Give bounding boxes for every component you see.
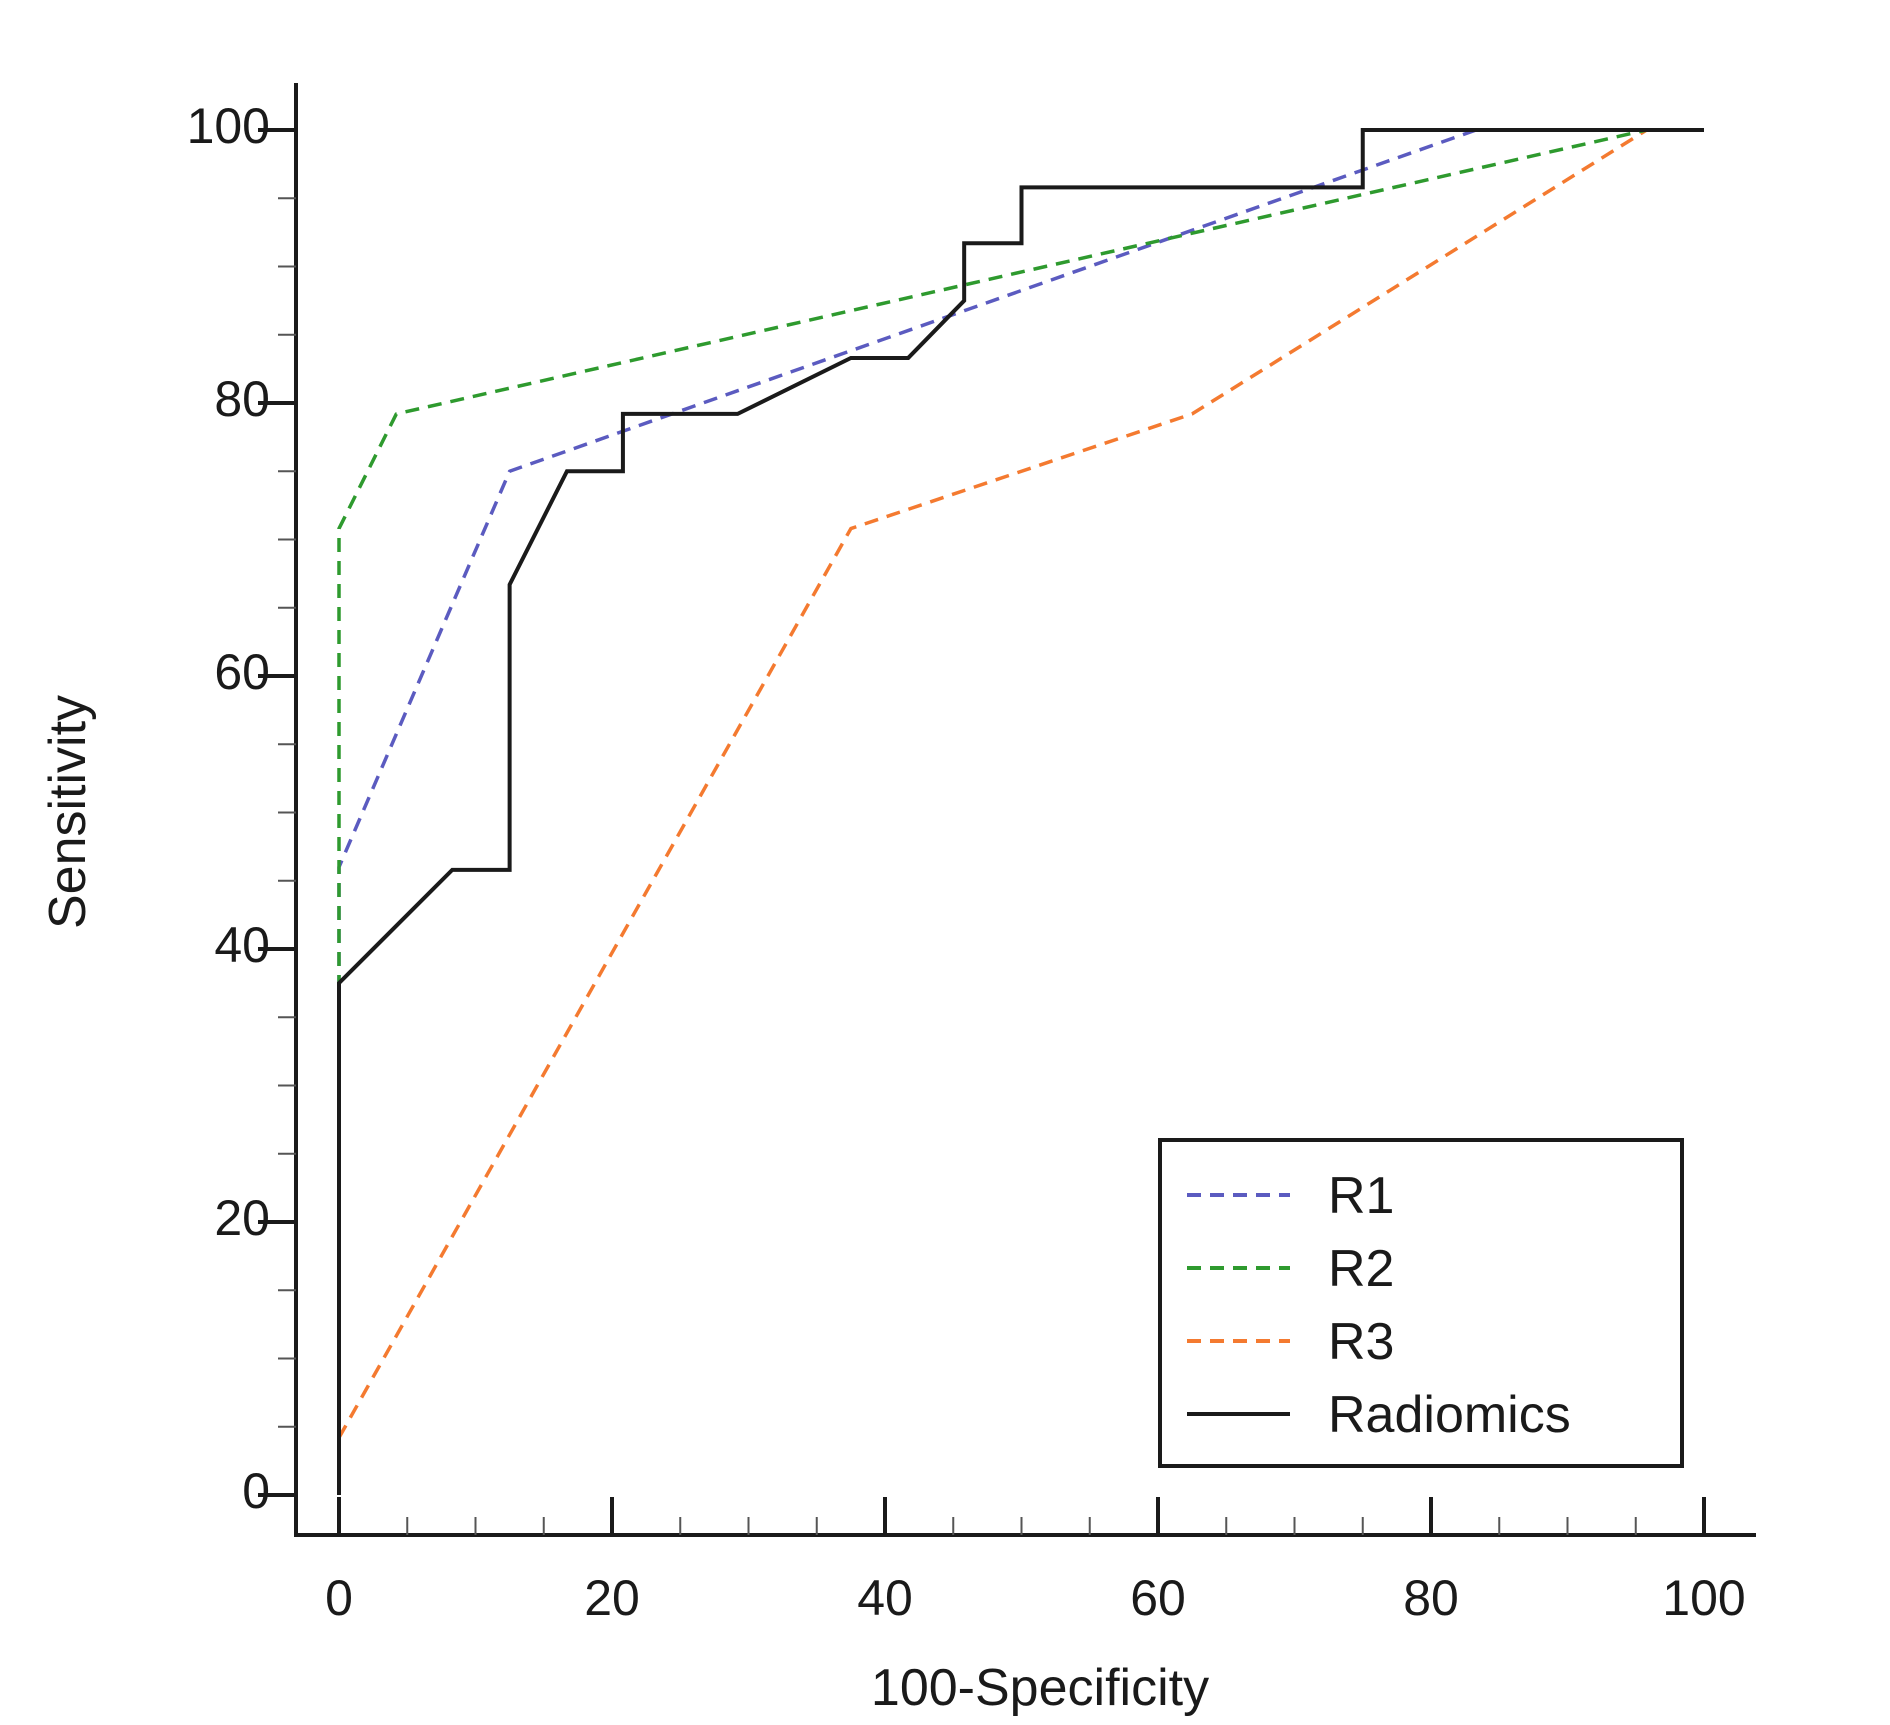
x-tick-label: 0 [325,1570,353,1626]
x-axis-title: 100-Specificity [871,1659,1209,1717]
x-tick-label: 100 [1662,1570,1745,1626]
y-tick-labels: 0 20 40 60 80 100 [187,98,270,1519]
series-lines [337,128,1704,1495]
legend-label-r1: R1 [1328,1167,1394,1225]
x-tick-labels: 0 20 40 60 80 100 [325,1570,1746,1626]
legend-label-r2: R2 [1328,1240,1394,1298]
x-tick-label: 60 [1130,1570,1186,1626]
y-tick-label: 0 [242,1463,270,1519]
y-minor-ticks [278,197,296,1428]
y-axis-title: Sensitivity [39,695,97,929]
x-tick-label: 40 [857,1570,913,1626]
y-tick-label: 100 [187,98,270,154]
legend-label-r3: R3 [1328,1313,1394,1371]
x-tick-label: 20 [584,1570,640,1626]
x-axis: 0 20 40 60 80 100 [294,1497,1756,1626]
y-tick-label: 40 [214,917,270,973]
legend: R1 R2 R3 Radiomics [1158,1138,1684,1468]
y-axis: 0 20 40 60 80 100 [187,83,298,1537]
x-tick-label: 80 [1403,1570,1459,1626]
x-major-ticks [337,1497,1706,1535]
legend-label-radiomics: Radiomics [1328,1386,1571,1444]
y-tick-label: 20 [214,1190,270,1246]
y-major-ticks [258,128,296,1497]
y-tick-label: 80 [214,371,270,427]
x-minor-ticks [406,1517,1637,1535]
y-tick-label: 60 [214,644,270,700]
series-line-radiomics [337,128,1704,1495]
